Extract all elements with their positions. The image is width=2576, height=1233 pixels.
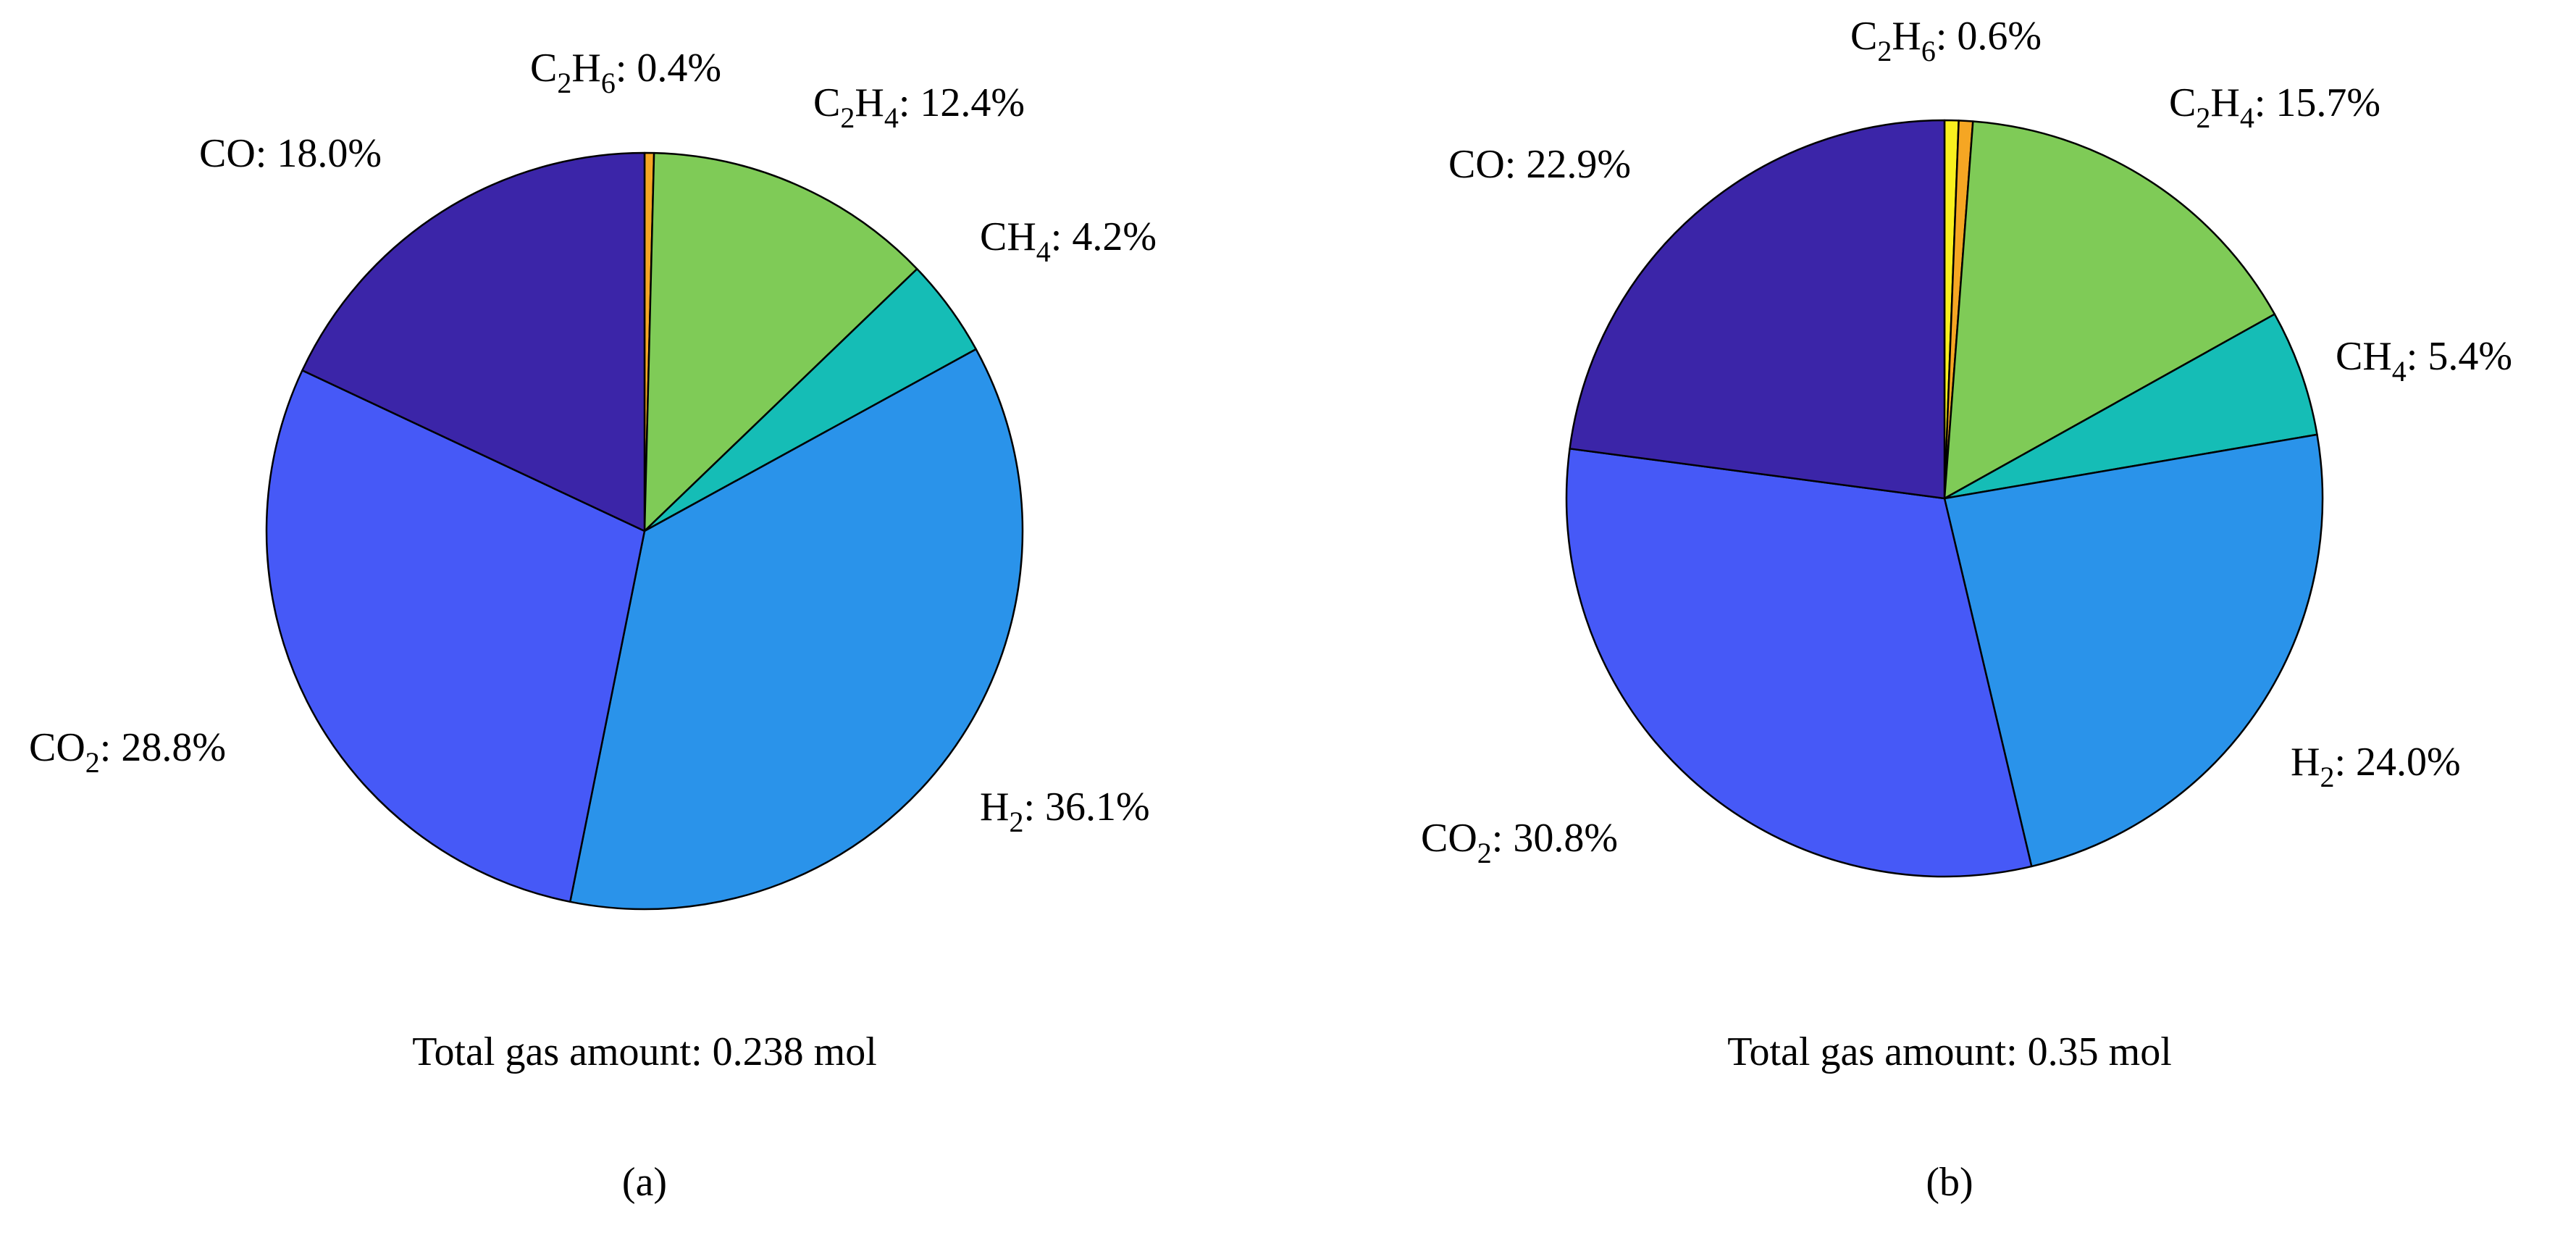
pie-a-label-4: CO2: 28.8% [29,725,226,779]
pie-b-slice-5 [1565,448,2033,878]
pie-chart-a: C2H6: 0.4% C2H4: 12.4% CH4: 4.2% H2: 36.1% C… [29,46,1157,1205]
pie-b-label-1: C2H6: 0.6% [1850,14,2042,67]
pie-b-slice-4 [1943,433,2324,868]
pie-b-label-6: CO: 22.9% [1448,142,1631,187]
pie-b-caption: Total gas amount: 0.35 mol [1727,1029,2172,1074]
pie-b-slices [1565,119,2324,878]
pie-a-slice-1 [643,151,918,532]
pie-b-panel-label: (b) [1926,1160,1973,1205]
pie-chart-b: C2H6: 0.6% C2H4: 15.7% CH4: 5.4% H2: 24.0% C… [1421,14,2512,1205]
pie-b-slice-6 [1569,119,1946,500]
pie-a-slice-3 [569,348,1024,911]
pie-a-label-3: H2: 36.1% [980,785,1150,838]
pie-a-caption: Total gas amount: 0.238 mol [412,1029,877,1074]
pie-a-panel-label: (a) [622,1160,667,1205]
pie-a-label-5: CO: 18.0% [199,131,382,176]
pie-a-slice-4 [265,369,646,903]
pie-a-labels: C2H6: 0.4% C2H4: 12.4% CH4: 4.2% H2: 36.1% C… [29,46,1157,838]
pie-a-slice-5 [301,151,646,532]
pie-b-label-2: C2H4: 15.7% [2169,80,2380,134]
pie-b-slice-3 [1943,313,2318,500]
pie-a-label-2: CH4: 4.2% [980,214,1157,268]
pie-b-labels: C2H6: 0.6% C2H4: 15.7% CH4: 5.4% H2: 24.0% C… [1421,14,2512,869]
pie-b-label-3: CH4: 5.4% [2336,334,2512,388]
pie-a-label-0: C2H6: 0.4% [530,46,721,99]
pie-b-label-4: H2: 24.0% [2291,740,2461,793]
pie-a-label-1: C2H4: 12.4% [813,80,1025,134]
pie-b-slice-2 [1943,120,2276,500]
pie-a-slices [265,151,1024,911]
pie-b-label-5: CO2: 30.8% [1421,816,1618,869]
